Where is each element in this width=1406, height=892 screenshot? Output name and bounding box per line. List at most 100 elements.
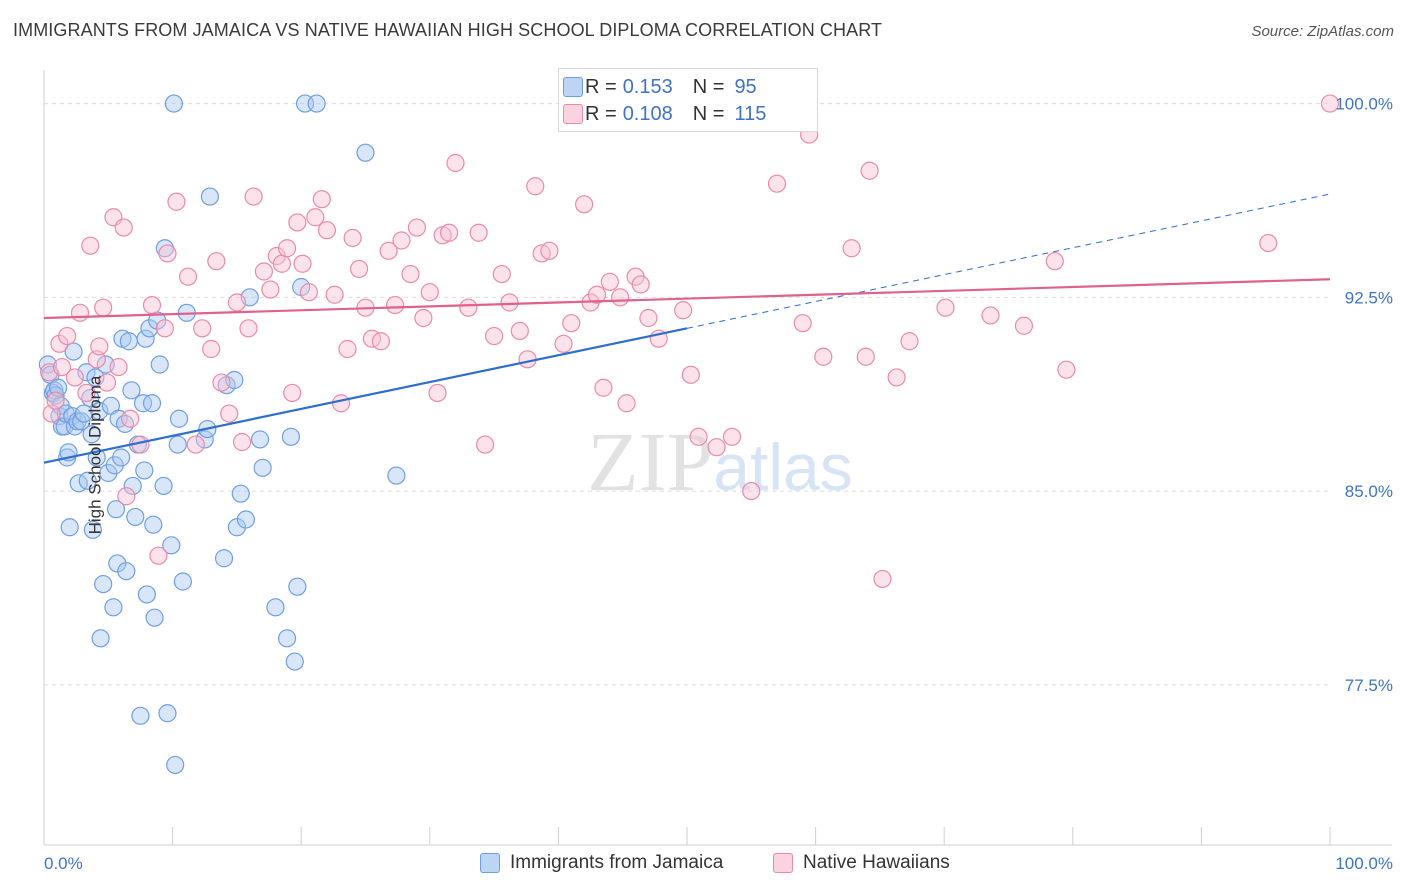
jamaica-point [281,427,301,446]
hawaiian-point [856,347,875,366]
hawaiian-point [207,252,226,271]
n-value: 115 [734,102,767,125]
jamaica-point [94,574,113,594]
hawaiian-point [94,298,113,317]
jamaica-point [91,629,110,648]
jamaica-point [150,355,169,374]
data-points [38,94,1340,775]
hawaiian-point [1057,360,1076,379]
hawaiian-point [793,314,812,333]
jamaica-point [169,409,189,428]
hawaiian-point [428,383,447,403]
hawaiian-point [600,272,619,291]
hawaiian-point [1259,233,1278,253]
jamaica-point [166,755,185,775]
jamaica-point [90,401,109,421]
watermark: ZIPatlas [587,416,852,509]
hawaiian-point [873,569,892,589]
jamaica-point [142,394,162,413]
jamaica-point [104,598,123,617]
jamaica-trend-line [43,327,688,464]
legend-item-hawaiian[interactable]: Native Hawaiians [773,852,950,874]
y-tick-label: 77.5% [1345,676,1393,695]
hawaiian-point [317,221,337,240]
n-value: 95 [734,75,757,98]
hawaiian-point [77,383,96,403]
jamaica-point [82,425,101,444]
hawaiian-point [562,314,581,333]
hawaiian-trend-line [43,278,1331,320]
hawaiian-point [178,267,198,286]
hawaiian-point [299,283,319,302]
jamaica-point [144,515,163,534]
hawaiian-point [526,177,545,196]
stats-row-jamaica: R = 0.153 N = 95 [563,74,757,100]
jamaica-point [122,381,141,400]
jamaica-point [83,520,102,539]
jamaica-point [60,518,79,537]
jamaica-point [135,461,154,480]
hawaiian-point [689,427,708,446]
hawaiian-point [331,394,351,413]
jamaica-point [131,706,150,725]
hawaiian-point [90,337,109,356]
hawaiian-point [343,228,362,248]
r-label: R = [585,75,617,98]
hawaiian-point [371,332,391,351]
hawaiian-point [1320,94,1340,113]
hawaiian-point [142,295,162,315]
hawaiian-point [492,264,511,284]
hawaiian-point [459,298,478,317]
jamaica-point [38,355,57,374]
hawaiian-point [379,241,398,260]
jamaica-point [126,507,145,527]
hawaiian-point [767,174,787,193]
jamaica-point [77,363,96,382]
y-axis-label: High School Diploma [85,375,105,535]
r-value: 0.153 [622,75,673,98]
hawaiian-point [117,487,136,506]
r-label: R = [585,102,617,125]
hawaiian-point [65,368,84,387]
legend-item-jamaica[interactable]: Immigrants from Jamaica [480,852,723,874]
jamaica-point [64,342,83,361]
hawaiian-point [611,288,630,307]
hawaiian-point [385,295,405,315]
jamaica-point [200,187,219,206]
jamaica-point [387,466,406,485]
jamaica-trend-extension [686,193,1331,329]
trend-lines [43,193,1331,464]
source-label: Source: ZipAtlas.com [1251,23,1394,40]
jamaica-point [106,500,126,519]
hawaiian-point [254,262,274,281]
jamaica-point [162,536,181,555]
hawaiian-point [392,231,411,250]
hawaiian-point [485,326,504,346]
hawaiian-point [887,368,906,387]
r-value: 0.108 [622,102,673,125]
n-label: N = [692,75,725,98]
hawaiian-point [594,378,613,397]
chart-title: IMMIGRANTS FROM JAMAICA VS NATIVE HAWAII… [13,20,883,40]
hawaiian-point [540,241,559,260]
jamaica-point [214,549,234,568]
jamaica-point [168,435,187,454]
jamaica-point [195,430,214,449]
hawaiian-point [814,347,833,366]
jamaica-point [236,510,256,529]
jamaica-point [137,585,156,604]
hawaiian-point [149,546,168,565]
hawaiian-point [239,319,258,338]
y-tick-label: 100.0% [1335,95,1393,114]
hawaiian-point [439,223,459,242]
hawaiian-point [325,285,344,304]
hawaiian-point [587,285,607,304]
hawaiian-point [121,409,140,428]
x-tick-label: 0.0% [44,854,83,873]
hawaiian-point [293,254,312,273]
hawaiian-point [575,195,594,214]
hawaiian-point [1014,316,1034,335]
n-label: N = [692,102,725,125]
jamaica-point [154,476,173,496]
hawaiian-point [81,236,100,255]
